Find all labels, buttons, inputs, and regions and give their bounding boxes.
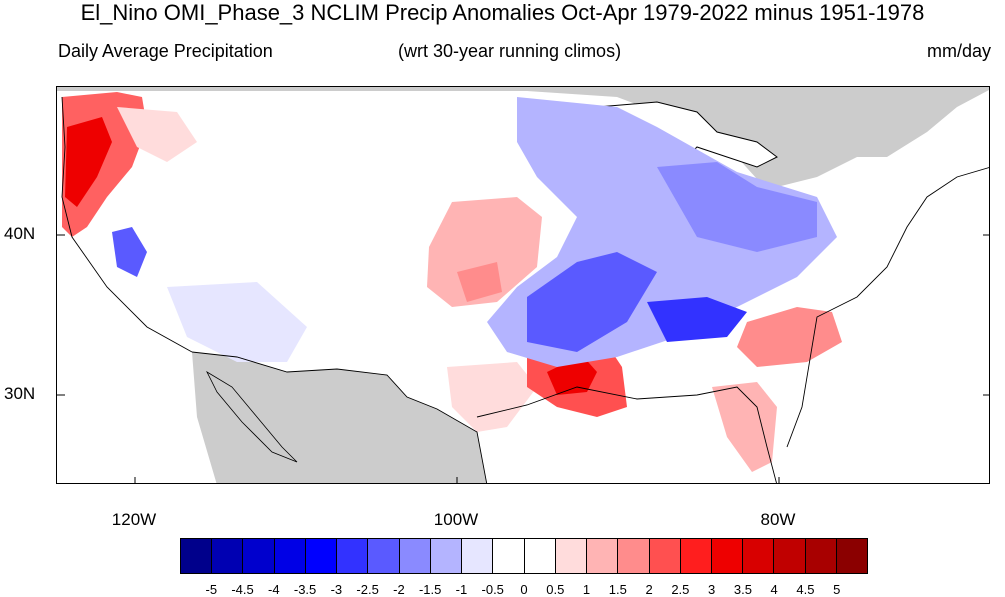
colorbar-box [618, 539, 650, 573]
colorbar-label: 4.5 [796, 582, 815, 597]
anomaly-sierra-nevada [112, 227, 147, 277]
colorbar-box [212, 539, 244, 573]
west-coastline [61, 96, 193, 353]
lon-label-80w: 80W [760, 510, 796, 529]
colorbar-box [274, 539, 306, 573]
colorbar-label: 5 [833, 582, 841, 597]
anomaly-ohio-valley [527, 252, 657, 352]
anomaly-southern-plains-core [457, 262, 502, 302]
colorbar-box [774, 539, 806, 573]
precip-anomaly-map [56, 86, 990, 484]
colorbar-label: 4 [770, 582, 778, 597]
subtitle-center: (wrt 30-year running climos) [398, 41, 622, 61]
colorbar-box [243, 539, 275, 573]
us-mexico-border [191, 351, 488, 483]
colorbar-label: -5 [205, 582, 218, 597]
colorbar-box [305, 539, 338, 573]
colorbar-label: 0.5 [546, 582, 565, 597]
colorbar [180, 538, 868, 574]
units-label: mm/day [926, 41, 991, 61]
colorbar-label: 3 [708, 582, 716, 597]
colorbar-box [836, 539, 868, 573]
colorbar-box [181, 539, 213, 573]
colorbar-label: -4.5 [231, 582, 254, 597]
colorbar-label: -2 [393, 582, 405, 597]
colorbar-label: -1 [455, 582, 468, 597]
anomaly-southern-plains [427, 197, 542, 307]
atlantic-coastline [786, 167, 989, 448]
anomaly-gulf-core [547, 355, 597, 395]
anomaly-oregon-light [117, 107, 197, 162]
lon-label-120w: 120W [111, 510, 157, 529]
colorbar-label: -2.5 [356, 582, 379, 597]
anomaly-texas-light [447, 362, 537, 432]
colorbar-label: -3 [330, 582, 343, 597]
anomaly-southwest-light [167, 282, 307, 362]
mexico-land [192, 352, 487, 483]
baja-california [206, 370, 298, 463]
anomaly-florida [712, 382, 777, 472]
colorbar-label: 3.5 [733, 582, 752, 597]
colorbar-label: 2.5 [671, 582, 690, 597]
colorbar-box [680, 539, 712, 573]
subtitle-left: Daily Average Precipitation [58, 41, 273, 61]
lat-label-40n: 40N [4, 224, 36, 243]
colorbar-box [555, 539, 588, 573]
colorbar-label: 2 [645, 582, 653, 597]
map-title: El_Nino OMI_Phase_3 NCLIM Precip Anomali… [80, 0, 925, 25]
colorbar-box [743, 539, 775, 573]
colorbar-label: -4 [268, 582, 280, 597]
gulf-coastline [476, 386, 777, 483]
colorbar-box [462, 539, 494, 573]
gulf-of-mexico [477, 387, 777, 483]
atlantic-ocean [777, 167, 989, 483]
colorbar-box [430, 539, 463, 573]
lon-label-100w: 100W [433, 510, 479, 529]
anomaly-great-lakes [657, 162, 817, 252]
colorbar-box [805, 539, 837, 573]
anomaly-tennessee [647, 297, 747, 342]
anomaly-pnw-core [65, 117, 112, 207]
colorbar-label: 0 [520, 582, 528, 597]
colorbar-label: 1 [582, 582, 591, 597]
colorbar-box [524, 539, 556, 573]
colorbar-box [399, 539, 431, 573]
colorbar-box [649, 539, 681, 573]
colorbar-label: -3.5 [293, 582, 317, 597]
colorbar-box [711, 539, 744, 573]
colorbar-box [587, 539, 619, 573]
colorbar-box [337, 539, 369, 573]
colorbar-box [493, 539, 525, 573]
colorbar-label: 1.5 [608, 582, 627, 597]
map-canvas [57, 87, 989, 483]
colorbar-label: -1.5 [418, 582, 442, 597]
lat-label-30n: 30N [4, 384, 36, 403]
colorbar-label: -0.5 [481, 582, 504, 597]
axis-ticks [57, 234, 989, 483]
colorbar-box [368, 539, 400, 573]
